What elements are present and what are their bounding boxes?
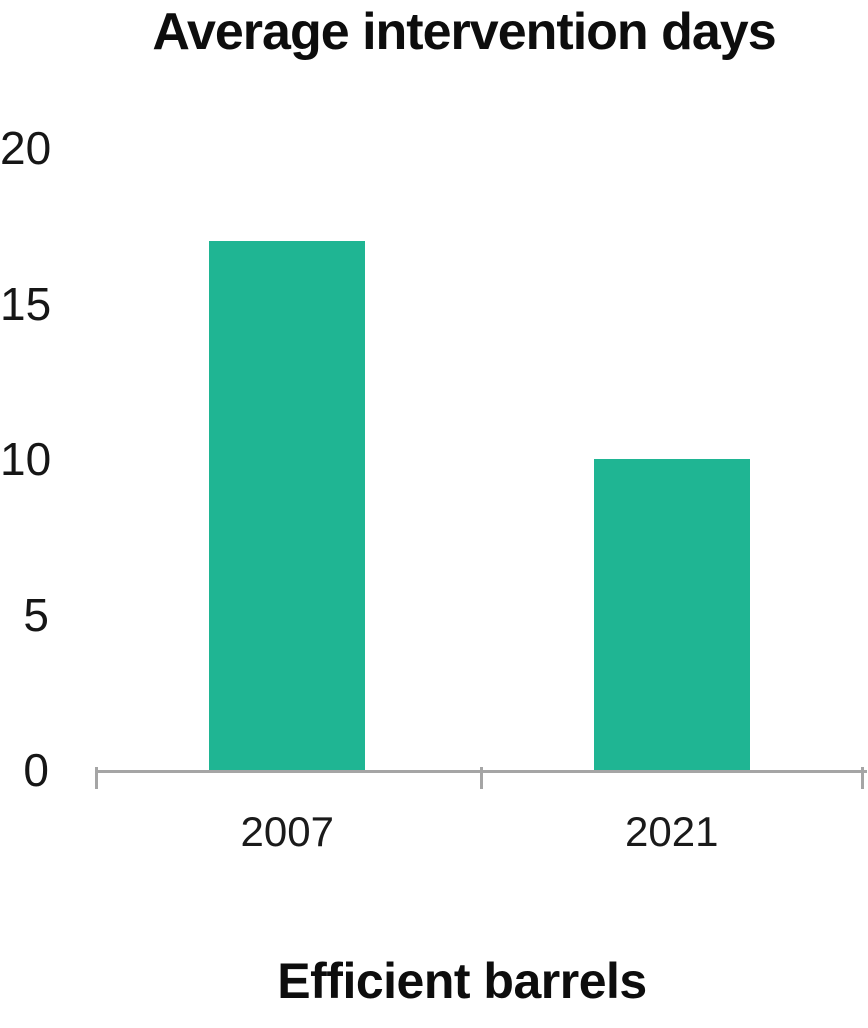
bar-2021: [593, 459, 750, 770]
x-axis-title: Efficient barrels: [277, 953, 647, 1009]
y-tick-label-5: 5: [23, 588, 49, 641]
y-tick-label-0: 0: [23, 744, 49, 796]
x-axis-boundary-tick: [95, 767, 98, 789]
y-tick-label-10: 10: [0, 433, 52, 485]
x-tick-label-2007: 2007: [240, 808, 334, 855]
bar-2007: [209, 241, 366, 770]
chart-title: Average intervention days: [152, 3, 776, 61]
y-tick-label-15: 15: [0, 277, 52, 330]
y-tick-label-20: 20: [0, 122, 52, 174]
x-axis-boundary-tick: [861, 767, 864, 789]
x-axis-boundary-tick: [479, 767, 483, 789]
x-tick-label-2021: 2021: [625, 808, 719, 855]
